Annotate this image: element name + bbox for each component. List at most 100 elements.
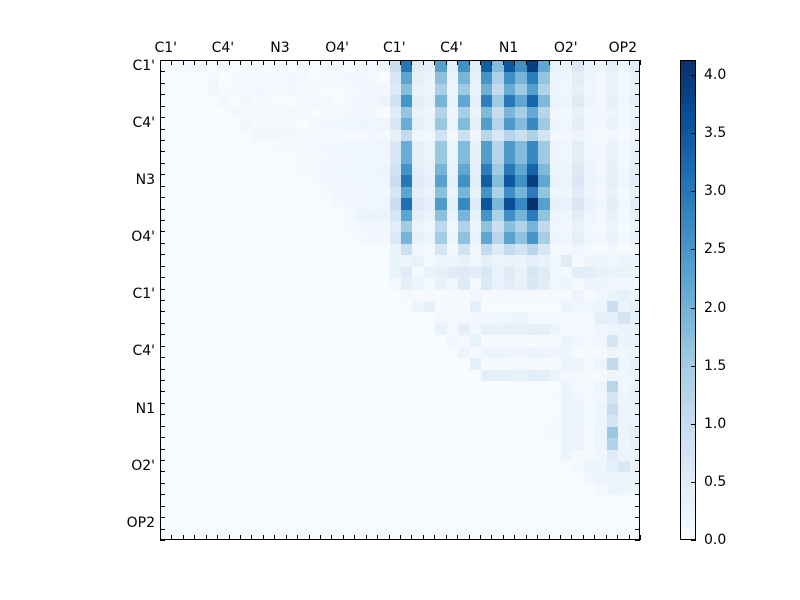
heatmap-cell — [378, 83, 390, 96]
x-axis-tick — [342, 535, 344, 540]
heatmap-cell — [241, 95, 253, 107]
heatmap-cell — [378, 163, 390, 176]
heatmap-cell — [206, 426, 219, 439]
heatmap-cell — [275, 141, 287, 153]
heatmap-cell — [446, 415, 459, 427]
x-axis-tick — [365, 60, 367, 65]
heatmap-cell — [618, 381, 630, 393]
heatmap-cell — [343, 289, 356, 301]
heatmap-cell — [401, 83, 413, 96]
heatmap-cell — [458, 243, 470, 256]
heatmap-cell — [618, 232, 630, 244]
heatmap-cell — [366, 529, 379, 539]
heatmap-cell — [172, 506, 184, 519]
heatmap-cell — [195, 472, 207, 484]
heatmap-cell — [366, 118, 379, 130]
heatmap-cell — [412, 255, 424, 267]
heatmap-cell — [561, 83, 573, 96]
heatmap-cell — [401, 186, 413, 199]
heatmap-cell — [606, 232, 619, 244]
x-axis-tick — [411, 535, 413, 540]
heatmap-cell — [172, 106, 184, 119]
heatmap-cell — [218, 163, 230, 176]
heatmap-cell — [481, 118, 493, 130]
y-axis-tick — [160, 505, 165, 507]
heatmap-cell — [343, 438, 356, 450]
heatmap-cell — [606, 198, 619, 210]
heatmap-cell — [275, 61, 287, 73]
heatmap-cell — [458, 461, 470, 473]
heatmap-cell — [469, 186, 481, 199]
y-axis-tick — [635, 380, 640, 381]
y-tick-label: C1' — [132, 286, 155, 303]
heatmap-cell — [309, 72, 321, 84]
y-axis-tick — [635, 105, 640, 107]
heatmap-cell — [412, 358, 424, 370]
y-axis-tick — [160, 437, 165, 439]
heatmap-cell — [161, 141, 173, 153]
y-axis-tick — [635, 277, 640, 279]
heatmap-cell — [629, 152, 639, 164]
heatmap-cell — [606, 61, 619, 73]
y-axis-tick — [635, 334, 640, 336]
heatmap-cell — [561, 278, 573, 290]
heatmap-cell — [435, 129, 447, 141]
heatmap-cell — [286, 61, 299, 73]
heatmap-cell — [469, 483, 481, 496]
heatmap-cell — [629, 106, 639, 119]
heatmap-cell — [423, 358, 436, 370]
heatmap-cell — [206, 518, 219, 530]
heatmap-cell — [435, 381, 447, 393]
heatmap-cell — [275, 266, 287, 279]
heatmap-cell — [561, 301, 573, 313]
x-axis-tick — [548, 535, 550, 540]
heatmap-cell — [332, 335, 344, 347]
heatmap-cell — [206, 381, 219, 393]
heatmap-cell — [378, 529, 390, 539]
x-axis-tick — [468, 60, 470, 65]
heatmap-cell — [298, 403, 310, 416]
heatmap-cell — [435, 289, 447, 301]
heatmap-cell — [583, 312, 596, 324]
heatmap-cell — [401, 163, 413, 176]
heatmap-cell — [629, 72, 639, 84]
heatmap-cell — [286, 209, 299, 221]
y-axis-tick — [160, 357, 165, 359]
heatmap-cell — [481, 289, 493, 301]
heatmap-cell — [618, 61, 630, 73]
heatmap-cell — [526, 483, 539, 496]
heatmap-cell — [252, 392, 264, 404]
heatmap-cell — [583, 221, 596, 233]
y-axis-tick — [160, 231, 165, 233]
heatmap-cell — [492, 335, 504, 347]
heatmap-cell — [206, 449, 219, 461]
heatmap-cell — [206, 163, 219, 176]
heatmap-cell — [218, 323, 230, 336]
heatmap-cell — [309, 289, 321, 301]
heatmap-cell — [618, 461, 630, 473]
y-axis-tick — [635, 60, 640, 61]
heatmap-cell — [263, 392, 276, 404]
heatmap-cell — [298, 209, 310, 221]
heatmap-cell — [252, 266, 264, 279]
heatmap-cell — [435, 163, 447, 176]
heatmap-cell — [492, 289, 504, 301]
heatmap-cell — [195, 403, 207, 416]
heatmap-cell — [515, 221, 527, 233]
heatmap-cell — [572, 335, 584, 347]
heatmap-cell — [435, 186, 447, 199]
heatmap-cell — [161, 461, 173, 473]
x-axis-tick — [491, 535, 493, 540]
heatmap-cell — [515, 95, 527, 107]
heatmap-cell — [309, 335, 321, 347]
heatmap-cell — [458, 232, 470, 244]
heatmap-cell — [321, 278, 333, 290]
heatmap-cell — [321, 118, 333, 130]
heatmap-cell — [183, 449, 196, 461]
heatmap-cell — [309, 209, 321, 221]
heatmap-cell — [458, 129, 470, 141]
colorbar-tick-label: 2.0 — [704, 299, 727, 316]
heatmap-cell — [298, 426, 310, 439]
heatmap-cell — [526, 95, 539, 107]
heatmap-cell — [469, 369, 481, 381]
